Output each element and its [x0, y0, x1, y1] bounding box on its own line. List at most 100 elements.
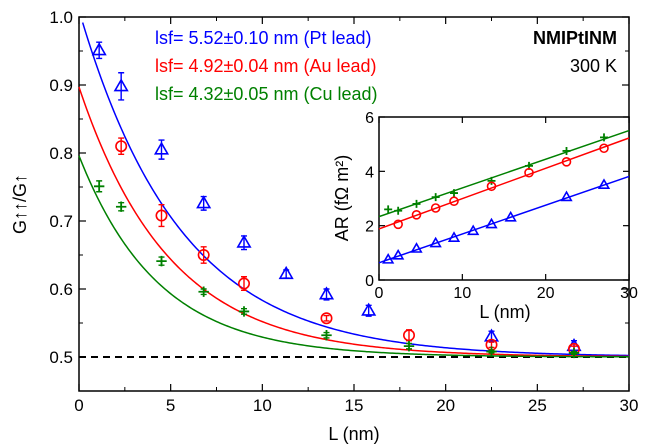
inset-x-axis-label: L (nm) [479, 302, 530, 322]
data-point-cu [486, 346, 497, 357]
inset-data-point-au [449, 196, 459, 207]
main-x-tick-label: 15 [345, 396, 364, 415]
inset-series-pt [382, 178, 611, 264]
data-point-pt [236, 234, 252, 248]
inset-y-tick-label: 4 [365, 164, 374, 181]
main-x-tick-label: 5 [166, 396, 175, 415]
main-y-tick-label: 0.7 [49, 212, 73, 231]
inset-data-point-au [393, 219, 403, 230]
main-x-tick-label: 25 [528, 396, 547, 415]
legend-text-au: lsf= 4.92±0.04 nm (Au lead) [155, 56, 377, 76]
fit-curve-cu [78, 155, 630, 358]
inset-data-point-au [486, 181, 497, 192]
inset-data-point-au [599, 143, 609, 154]
sample-label: NMIPtINM [533, 28, 617, 48]
data-point-cu [321, 330, 332, 341]
inset-y-axis-label: AR (fΩ m²) [332, 155, 352, 241]
main-y-tick-label: 0.8 [49, 144, 73, 163]
inset-data-point-pt [485, 217, 498, 229]
inset-data-point-cu [431, 193, 440, 202]
main-x-tick-label: 10 [253, 396, 272, 415]
legend-text-cu: lsf= 4.32±0.05 nm (Cu lead) [155, 84, 378, 104]
data-point-cu [115, 201, 127, 212]
temperature-label: 300 K [570, 56, 617, 76]
data-point-au [155, 209, 168, 222]
data-point-au [238, 277, 251, 290]
data-point-pt [483, 328, 500, 342]
legend-label-pt: lsf= 5.52±0.10 nm (Pt lead) [155, 28, 372, 48]
data-point-cu [198, 286, 209, 297]
fit-curve-pt [81, 22, 630, 357]
inset-data-point-cu [562, 146, 571, 155]
inset-plot-area: 0 10 20 30 0 2 4 6 [365, 110, 638, 302]
inset-data-point-pt [382, 253, 395, 264]
inset-plot-frame [378, 116, 630, 281]
error-bar-au [158, 203, 165, 228]
main-y-tick-label: 1.0 [49, 8, 73, 27]
data-point-cu [238, 306, 250, 317]
inset-data-point-cu [412, 199, 421, 208]
main-y-tick-label: 0.6 [49, 280, 73, 299]
inset-fit-line-cu [378, 129, 630, 218]
main-x-tick-label: 30 [620, 396, 639, 415]
inset-data-point-au [524, 167, 534, 178]
legend: lsf= 5.52±0.10 nm (Pt lead) lsf= 4.92±0.… [155, 28, 378, 104]
inset-series-cu [384, 133, 608, 215]
data-point-cu [93, 181, 105, 192]
data-point-pt [318, 286, 335, 300]
main-x-tick-label: 0 [74, 396, 83, 415]
data-point-cu [156, 255, 167, 267]
series-au [115, 137, 580, 355]
data-point-pt [113, 78, 129, 92]
inset-data-point-pt [447, 231, 461, 242]
inset-y-tick-label: 2 [365, 219, 374, 236]
data-point-au [402, 329, 415, 342]
fit-curve-au [78, 86, 630, 358]
inset-background [379, 117, 629, 280]
data-point-cu [568, 347, 580, 359]
main-y-axis-label: G↑↑/G↑ [10, 174, 30, 234]
legend-label-cu: lsf= 4.32±0.05 nm (Cu lead) [155, 84, 378, 104]
inset-data-point-pt [560, 190, 573, 202]
legend-text-pt: lsf= 5.52±0.10 nm (Pt lead) [155, 28, 372, 48]
inset-x-tick-label: 10 [453, 285, 471, 302]
inset-data-point-au [411, 210, 422, 220]
data-point-pt [196, 195, 212, 209]
error-bar-au [323, 314, 330, 322]
main-x-axis-label: L (nm) [328, 424, 379, 444]
data-point-au [197, 249, 210, 262]
inset-y-tick-label: 0 [365, 273, 374, 290]
inset-x-tick-label: 20 [537, 285, 555, 302]
inset-data-point-pt [597, 178, 611, 189]
inset-x-tick-label: 30 [620, 285, 638, 302]
main-y-tick-label: 0.5 [49, 348, 73, 367]
main-x-tick-label: 20 [436, 396, 455, 415]
main-plot-area: 0 5 10 15 20 25 300.50.60.70.80.91.0 [49, 8, 638, 415]
inset-data-point-cu [600, 133, 608, 142]
inset-x-tick-label: 0 [375, 285, 384, 302]
error-bar-pt [118, 72, 125, 101]
inset-data-point-au [561, 157, 572, 167]
inset-data-point-pt [410, 242, 423, 253]
inset-data-point-cu [487, 176, 496, 185]
inset-fit-line-pt [378, 175, 630, 264]
data-point-cu [403, 340, 415, 352]
inset-data-point-cu [384, 205, 393, 214]
data-point-au [115, 140, 128, 153]
inset-y-tick-label: 6 [365, 110, 374, 127]
inset-data-point-pt [429, 236, 442, 248]
inset-data-point-cu [394, 206, 403, 215]
data-point-pt [278, 265, 294, 280]
data-point-pt [361, 302, 377, 316]
data-point-pt [91, 42, 107, 56]
inset-data-point-pt [467, 224, 480, 236]
data-point-pt [153, 141, 170, 155]
inset-data-point-pt [504, 210, 517, 222]
main-y-tick-label: 0.9 [49, 76, 73, 95]
error-bar-au [406, 329, 412, 342]
data-point-au [320, 312, 333, 325]
inset-data-point-cu [450, 189, 458, 198]
inset-series-au [393, 143, 609, 230]
series-cu [93, 180, 580, 359]
legend-label-au: lsf= 4.92±0.04 nm (Au lead) [155, 56, 377, 76]
